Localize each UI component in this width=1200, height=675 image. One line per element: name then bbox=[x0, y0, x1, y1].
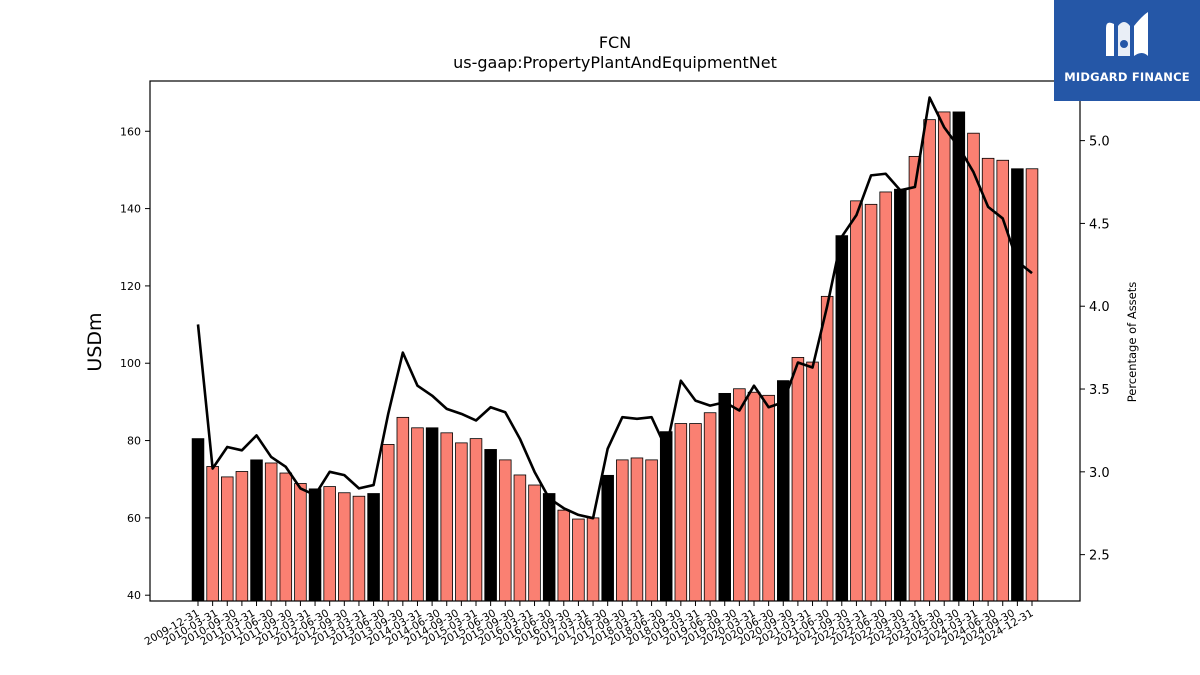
bar bbox=[952, 111, 966, 602]
y2-tick-label: 2.5 bbox=[1089, 549, 1110, 564]
bar bbox=[411, 427, 424, 602]
y-tick-label: 100 bbox=[120, 357, 141, 370]
y-axis-label: USDm bbox=[84, 312, 106, 371]
y-tick-label: 140 bbox=[120, 203, 141, 216]
y2-tick-label: 3.0 bbox=[1089, 466, 1110, 481]
bar bbox=[381, 444, 395, 602]
bar bbox=[367, 493, 380, 602]
y2-axis-label: Percentage of Assets bbox=[1125, 282, 1139, 403]
y-tick-label: 160 bbox=[120, 125, 141, 138]
logo-text: MIDGARD FINANCE bbox=[1064, 70, 1190, 84]
bar bbox=[791, 357, 805, 602]
bar bbox=[981, 157, 995, 602]
bar bbox=[221, 476, 234, 602]
bar bbox=[308, 488, 322, 602]
bar bbox=[762, 394, 775, 602]
bar bbox=[718, 392, 731, 602]
bar bbox=[557, 509, 571, 602]
bar bbox=[996, 159, 1009, 602]
bar bbox=[879, 191, 892, 602]
bar bbox=[894, 188, 907, 602]
bar bbox=[659, 431, 673, 602]
bar bbox=[484, 449, 497, 602]
bar bbox=[1011, 168, 1024, 602]
series-line bbox=[196, 96, 1033, 520]
chart-subtitle: us-gaap:PropertyPlantAndEquipmentNet bbox=[453, 53, 777, 72]
bar bbox=[513, 474, 527, 602]
bar bbox=[499, 459, 512, 602]
bar bbox=[923, 119, 936, 602]
bar bbox=[440, 432, 453, 602]
bar bbox=[645, 459, 658, 602]
bar bbox=[601, 474, 614, 602]
bar bbox=[967, 132, 980, 602]
y2-tick-label: 3.5 bbox=[1089, 383, 1110, 398]
bar bbox=[206, 466, 219, 602]
bar bbox=[1025, 168, 1039, 602]
y-tick-label: 60 bbox=[127, 512, 141, 525]
y2-tick-label: 5.0 bbox=[1089, 135, 1110, 150]
bar bbox=[191, 438, 205, 602]
bar bbox=[703, 412, 717, 602]
line-series bbox=[196, 96, 1033, 520]
bar bbox=[279, 472, 293, 602]
bar bbox=[674, 423, 688, 602]
bar bbox=[542, 493, 556, 602]
bar bbox=[528, 484, 541, 602]
bar bbox=[586, 517, 600, 602]
logo: MIDGARD FINANCE bbox=[1054, 0, 1200, 101]
bar bbox=[264, 462, 278, 602]
bar bbox=[937, 111, 951, 602]
bar bbox=[806, 361, 819, 602]
bar bbox=[572, 518, 585, 602]
bar bbox=[338, 492, 351, 602]
bar bbox=[820, 295, 834, 602]
y2-tick-label: 4.0 bbox=[1089, 300, 1110, 315]
bar bbox=[733, 388, 746, 602]
bar bbox=[352, 495, 366, 602]
bar bbox=[469, 438, 483, 602]
bar bbox=[323, 486, 336, 602]
bar bbox=[294, 483, 307, 602]
y-tick-label: 40 bbox=[127, 589, 141, 602]
bar bbox=[396, 416, 410, 602]
bar bbox=[908, 155, 922, 602]
bar bbox=[455, 442, 468, 602]
axes: 40 60 80 100 120 140 160 2.5 3.0 3.5 4.0 4.5 5.0 bbox=[120, 80, 1110, 606]
mg-monogram-icon bbox=[1106, 12, 1148, 57]
y-tick-label: 80 bbox=[127, 435, 141, 448]
bar bbox=[850, 200, 863, 602]
bar bbox=[835, 235, 849, 602]
bar bbox=[864, 203, 878, 602]
bar bbox=[630, 457, 644, 602]
bar bbox=[777, 380, 790, 602]
bar bbox=[250, 459, 263, 602]
bar bbox=[425, 427, 439, 602]
y-tick-label: 120 bbox=[120, 280, 141, 293]
bar bbox=[689, 423, 702, 602]
chart-title: FCN bbox=[599, 33, 631, 52]
x-tick-labels: 2009-12-312010-03-312010-09-302011-03-31… bbox=[143, 607, 1036, 648]
plot-frame bbox=[149, 80, 1081, 602]
bar bbox=[235, 471, 249, 602]
bar bbox=[616, 459, 629, 602]
bar bbox=[747, 391, 761, 602]
bar-series bbox=[191, 111, 1039, 602]
y2-tick-label: 4.5 bbox=[1089, 217, 1110, 232]
